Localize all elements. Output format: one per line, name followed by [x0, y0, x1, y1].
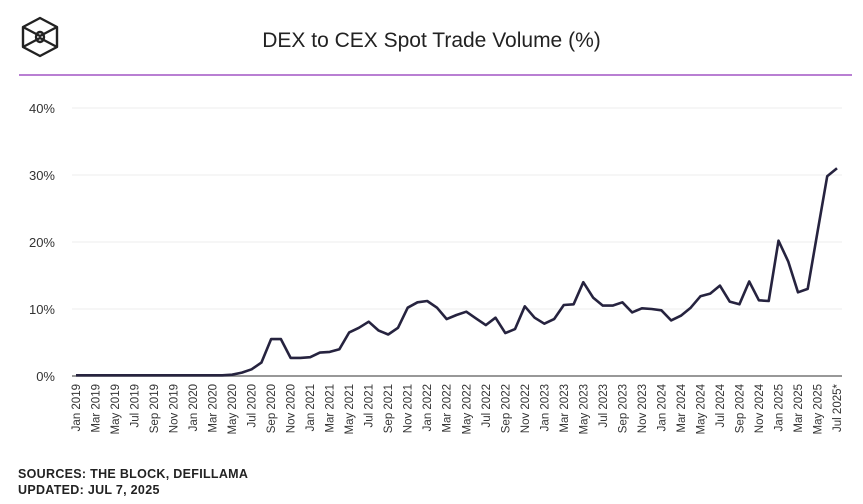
y-tick-label: 30% [29, 168, 55, 183]
title-divider [19, 74, 852, 76]
x-tick-label: Jul 2020 [247, 384, 259, 427]
chart-title: DEX to CEX Spot Trade Volume (%) [262, 29, 601, 52]
x-tick-label: Jul 2023 [598, 384, 610, 427]
x-tick-label: Nov 2021 [403, 384, 415, 433]
x-tick-label: Sep 2021 [383, 384, 395, 433]
x-tick-label: May 2025 [812, 384, 824, 435]
updated-text: UPDATED: JUL 7, 2025 [18, 483, 160, 497]
x-tick-label: Sep 2023 [617, 384, 629, 433]
x-tick-label: Jul 2022 [481, 384, 493, 427]
x-tick-label: May 2024 [695, 383, 707, 434]
x-tick-label: Mar 2025 [793, 384, 805, 433]
x-tick-label: Nov 2023 [637, 384, 649, 433]
x-tick-label: Jan 2025 [773, 384, 785, 431]
x-tick-label: Mar 2022 [442, 384, 454, 433]
x-tick-label: Mar 2024 [676, 383, 688, 432]
x-tick-label: May 2022 [461, 384, 473, 435]
source-note: SOURCES: THE BLOCK, DEFILLAMA UPDATED: J… [18, 466, 248, 498]
y-tick-label: 10% [29, 302, 55, 317]
y-tick-label: 0% [36, 369, 55, 384]
y-tick-label: 40% [29, 101, 55, 116]
x-tick-label: May 2023 [578, 384, 590, 435]
x-tick-label: Jan 2021 [305, 384, 317, 431]
x-tick-label: Nov 2022 [520, 384, 532, 433]
x-tick-label: Mar 2021 [325, 384, 337, 433]
x-tick-label: Jan 2020 [188, 384, 200, 431]
x-tick-label: Mar 2020 [208, 384, 220, 433]
x-tick-label: Jul 2021 [364, 384, 376, 427]
x-tick-label: May 2019 [110, 384, 122, 435]
x-tick-label: Jan 2019 [71, 384, 83, 431]
x-tick-label: Mar 2023 [559, 384, 571, 433]
x-tick-label: May 2020 [227, 384, 239, 435]
x-tick-label: Jul 2024 [715, 383, 727, 427]
x-tick-label: Jul 2019 [130, 384, 142, 427]
x-tick-label: Sep 2019 [149, 384, 161, 433]
the-block-logo-icon [21, 16, 59, 58]
x-tick-label: Nov 2019 [169, 384, 181, 433]
y-tick-label: 20% [29, 235, 55, 250]
series-line [76, 167, 838, 377]
x-tick-label: Jan 2024 [656, 383, 668, 431]
x-tick-label: Sep 2024 [734, 383, 746, 433]
x-tick-label: Nov 2024 [754, 383, 766, 433]
x-tick-label: Jan 2023 [539, 384, 551, 431]
x-tick-label: Nov 2020 [286, 384, 298, 433]
sources-text: SOURCES: THE BLOCK, DEFILLAMA [18, 467, 249, 481]
x-tick-label: Sep 2022 [500, 384, 512, 433]
x-tick-label: Jul 2025* [832, 383, 844, 431]
x-tick-label: May 2021 [344, 384, 356, 435]
x-tick-label: Sep 2020 [266, 384, 278, 433]
x-tick-label: Jan 2022 [422, 384, 434, 431]
x-tick-label: Mar 2019 [91, 384, 103, 433]
